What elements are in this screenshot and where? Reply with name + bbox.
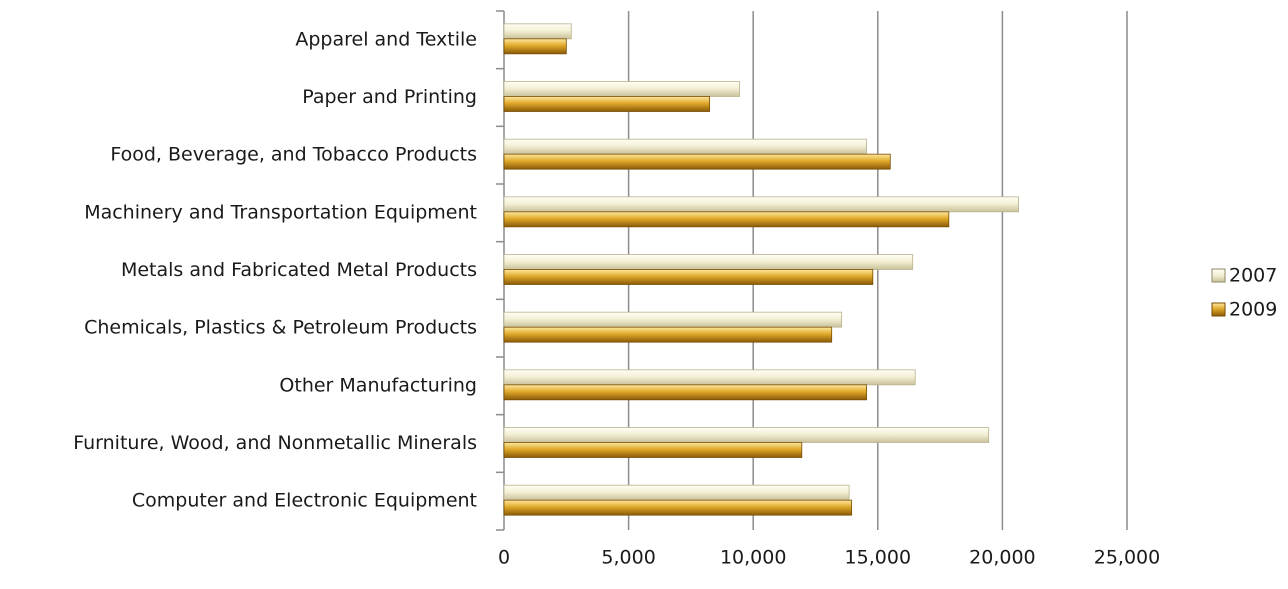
category-label: Computer and Electronic Equipment [132, 490, 477, 512]
legend-label-2009: 2009 [1229, 299, 1277, 321]
x-tick-label: 10,000 [720, 547, 786, 569]
bar-2007-9 [503, 484, 850, 501]
bar-2007-4 [503, 196, 1019, 213]
x-tick-label: 25,000 [1094, 547, 1160, 569]
bar-2009-9 [503, 499, 853, 516]
legend: 2007 2009 [1211, 265, 1277, 321]
axes [496, 10, 505, 531]
legend-swatch-2009 [1211, 302, 1226, 317]
bar-2009-7 [503, 384, 867, 401]
bar-2007-6 [503, 311, 843, 328]
x-tick-labels: 0 5,000 10,000 15,000 20,000 25,000 [498, 547, 1160, 569]
category-label: Paper and Printing [302, 86, 477, 108]
x-tick-label: 0 [498, 547, 510, 569]
bar-2007-8 [503, 427, 990, 443]
x-tick-label: 20,000 [969, 547, 1035, 569]
bar-2009-3 [503, 153, 891, 170]
bar-2009-2 [503, 96, 710, 112]
category-label: Metals and Fabricated Metal Products [121, 259, 477, 281]
category-label: Other Manufacturing [279, 374, 477, 396]
bar-2009-5 [503, 269, 874, 285]
x-tick-label: 15,000 [845, 547, 911, 569]
bar-2007-1 [503, 23, 572, 40]
legend-label-2007: 2007 [1229, 265, 1277, 287]
category-label: Furniture, Wood, and Nonmetallic Mineral… [73, 432, 477, 454]
legend-swatch-2007 [1211, 268, 1226, 283]
bar-2007-7 [503, 369, 916, 386]
bar-2009-1 [503, 38, 567, 55]
bar-2007-3 [503, 138, 867, 155]
category-label: Machinery and Transportation Equipment [84, 201, 477, 223]
bars [503, 23, 1019, 516]
bar-2007-2 [503, 81, 740, 97]
category-label: Food, Beverage, and Tobacco Products [110, 144, 477, 166]
category-label: Apparel and Textile [295, 28, 477, 50]
bar-2007-5 [503, 254, 914, 270]
category-label: Chemicals, Plastics & Petroleum Products [84, 317, 477, 339]
bar-2009-4 [503, 211, 950, 228]
bar-2009-6 [503, 326, 833, 343]
bar-2009-8 [503, 442, 803, 458]
category-labels: Apparel and Textile Paper and Printing Foo… [73, 28, 477, 511]
x-tick-label: 5,000 [601, 547, 655, 569]
